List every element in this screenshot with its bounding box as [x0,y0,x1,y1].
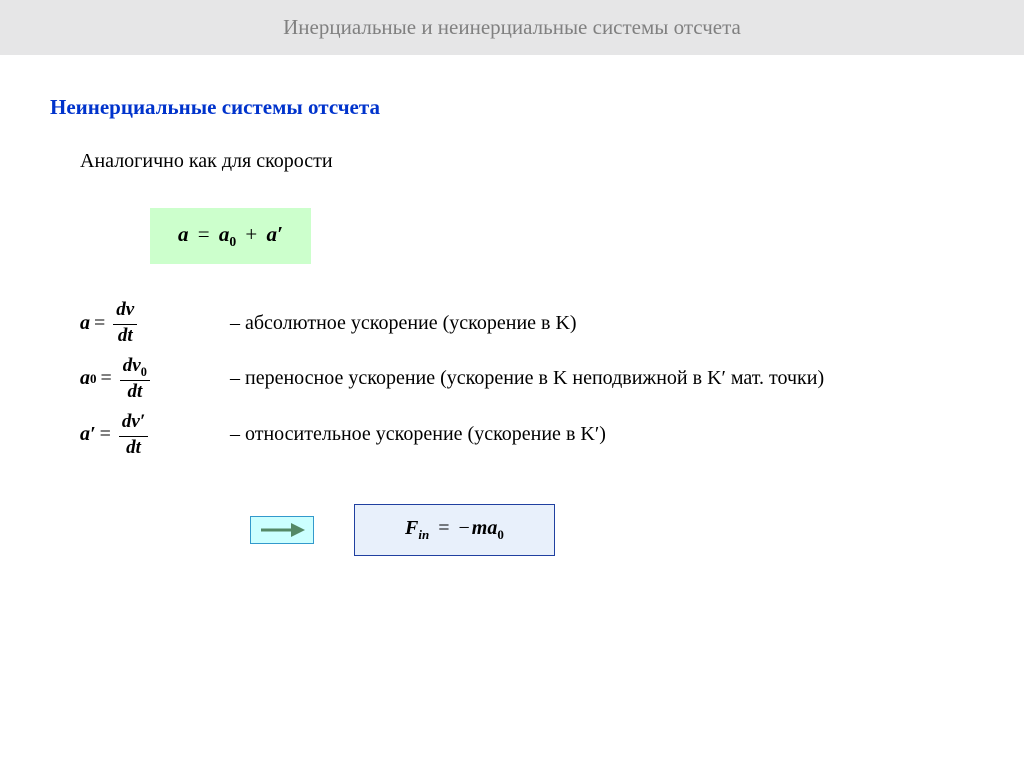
main-equation-box: a = a0 + a′ [150,208,311,264]
def-formula-relative: a′ = dv′ dt [80,411,230,459]
fraction: dv dt [113,299,137,347]
eq-equals: = [198,222,210,246]
def-text-relative: – относительное ускорение (ускорение в K… [230,423,606,446]
def-formula-transport: a0 = dv0 dt [80,355,230,403]
eq-lhs-a: a [178,222,189,246]
title-bar: Инерциальные и неинерциальные системы от… [0,0,1024,55]
def-text-transport: – переносное ускорение (ускорение в K не… [230,367,824,390]
content-area: Неинерциальные системы отсчета Аналогичн… [0,55,1024,556]
fraction: dv0 dt [120,355,150,403]
section-heading: Неинерциальные системы отсчета [50,85,974,150]
definitions-list: a = dv dt – абсолютное ускорение (ускоре… [80,299,974,458]
def-formula-abs: a = dv dt [80,299,230,347]
arrow-icon [250,516,314,544]
lead-text: Аналогично как для скорости [50,150,974,173]
definition-row: a = dv dt – абсолютное ускорение (ускоре… [80,299,974,347]
result-F: F [405,517,418,539]
definition-row: a′ = dv′ dt – относительное ускорение (у… [80,411,974,459]
fraction: dv′ dt [119,411,148,459]
def-text-abs: – абсолютное ускорение (ускорение в K) [230,312,577,335]
eq-plus: + [245,222,257,246]
result-area: Fin = −ma0 [250,504,974,556]
result-equation-box: Fin = −ma0 [354,504,555,556]
eq-a0: a0 [219,222,236,246]
page-title: Инерциальные и неинерциальные системы от… [283,15,741,40]
eq-aprime: a′ [267,222,283,246]
definition-row: a0 = dv0 dt – переносное ускорение (уско… [80,355,974,403]
